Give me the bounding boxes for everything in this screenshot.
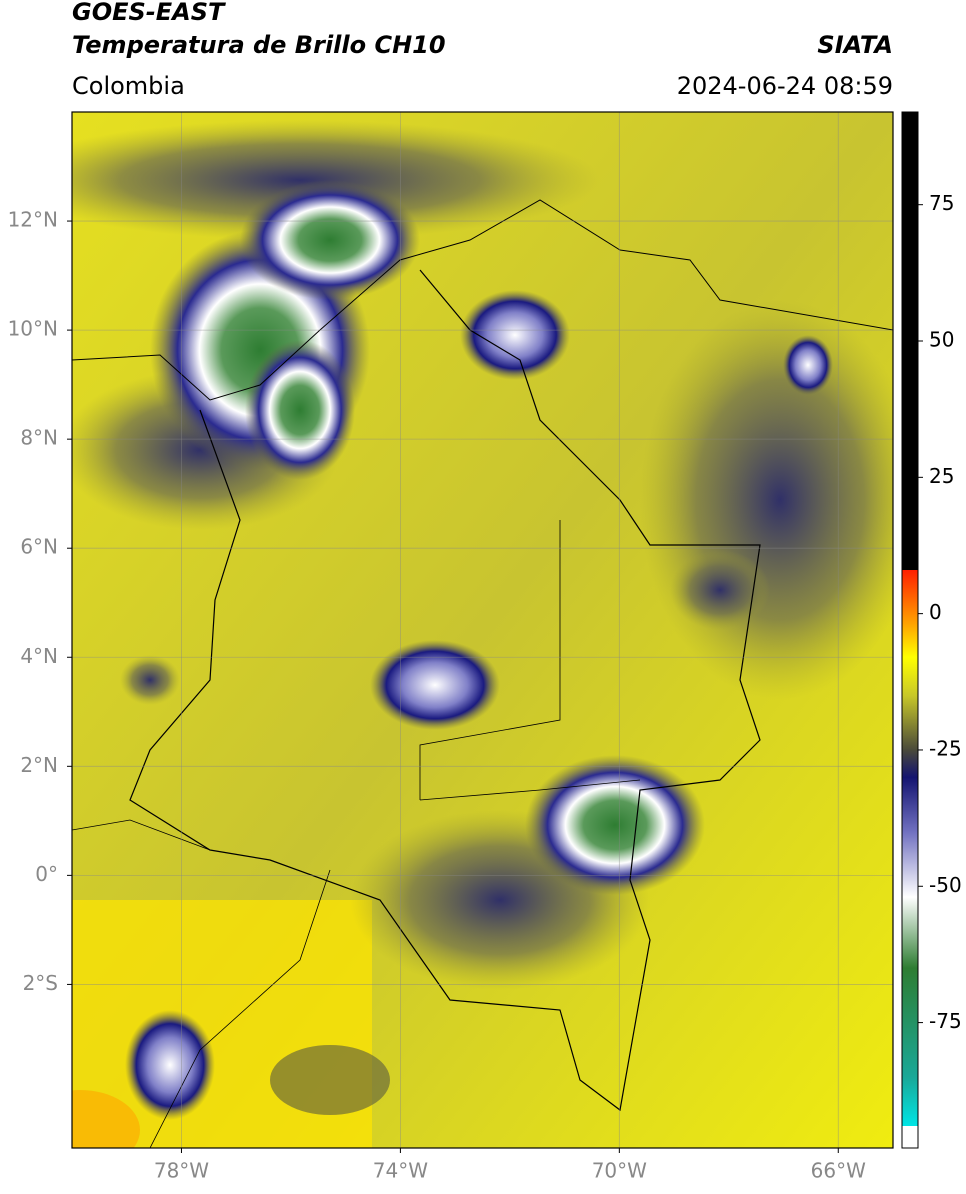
- y-tick-label: 2°N: [20, 753, 58, 777]
- x-tick-label: 74°W: [373, 1159, 428, 1183]
- y-tick-label: 0°: [35, 862, 58, 886]
- y-tick-label: 2°S: [23, 971, 58, 995]
- colorbar-tick-label: 0: [929, 600, 942, 624]
- source: SIATA: [817, 31, 893, 59]
- title: GOES-EAST: [72, 0, 226, 26]
- x-tick-label: 78°W: [154, 1159, 209, 1183]
- map-frame: [71, 111, 894, 1149]
- y-tick-label: 12°N: [8, 208, 58, 232]
- subtitle: Temperatura de Brillo CH10: [72, 31, 446, 59]
- y-tick-label: 6°N: [20, 535, 58, 559]
- colorbar-tick-label: 25: [929, 464, 954, 488]
- colorbar: [901, 111, 919, 1149]
- colorbar-tick-label: -25: [929, 736, 962, 760]
- y-tick-label: 4°N: [20, 644, 58, 668]
- colorbar-tick-label: 75: [929, 191, 954, 215]
- x-tick-label: 66°W: [811, 1159, 866, 1183]
- y-tick-label: 8°N: [20, 426, 58, 450]
- datetime: 2024-06-24 08:59: [677, 72, 893, 100]
- colorbar-tick-label: -50: [929, 873, 962, 897]
- satellite-image: [72, 112, 893, 1148]
- colorbar-tick-label: -75: [929, 1009, 962, 1033]
- colorbar-tick-label: 50: [929, 328, 954, 352]
- y-tick-label: 10°N: [8, 317, 58, 341]
- x-tick-label: 70°W: [592, 1159, 647, 1183]
- region: Colombia: [72, 72, 185, 100]
